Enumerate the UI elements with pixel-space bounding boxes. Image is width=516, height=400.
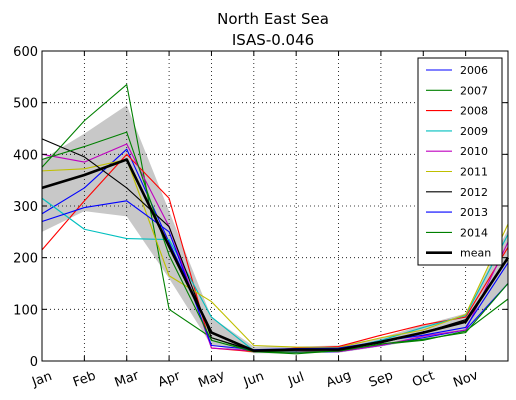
x-tick-label: Jan [29,369,54,390]
series-line-2014 [41,131,509,353]
legend-label-mean: mean [460,247,491,260]
x-tick-label: Feb [71,368,98,390]
x-tick-label: Jul [285,370,306,390]
legend-label-2006: 2006 [460,64,488,77]
plot-area: 0 100 200 300 400 500 600 Jan Feb Mar Apr May Jun Jul… [13,45,510,391]
legend-label-2011: 2011 [460,166,488,179]
y-tick-label: 400 [13,148,38,163]
series-line-mean [41,158,510,352]
y-tick-label: 100 [13,303,38,318]
legend-label-2007: 2007 [460,84,488,97]
legend-label-2014: 2014 [460,226,488,239]
x-tick-label: May [196,368,227,391]
x-tick-label: Apr [156,368,183,390]
x-tick-label: Sep [367,368,395,390]
chart-subtitle: ISAS-0.046 [232,31,314,49]
y-tick-label: 0 [30,355,38,370]
x-tick-label: Jun [241,369,266,390]
legend-label-2009: 2009 [460,125,488,138]
y-tick-label: 600 [13,45,38,60]
legend-label-2010: 2010 [460,145,488,158]
legend: 2006 2007 2008 2009 2010 2011 2012 2013 2014 mean [417,57,503,266]
chart-title: North East Sea [217,10,329,28]
legend-box [417,57,503,266]
legend-label-2013: 2013 [460,206,488,219]
x-tick-label: Aug [324,368,353,391]
legend-label-2008: 2008 [460,105,488,118]
y-tick-label: 200 [13,252,38,267]
y-tick-label: 300 [13,200,38,215]
series-line-2007 [41,84,509,355]
x-tick-label: Mar [113,368,142,391]
legend-label-2012: 2012 [460,186,488,199]
x-tick-label: Nov [451,368,480,391]
y-tick-label: 500 [13,97,38,112]
x-tick-label: Oct [410,369,436,391]
